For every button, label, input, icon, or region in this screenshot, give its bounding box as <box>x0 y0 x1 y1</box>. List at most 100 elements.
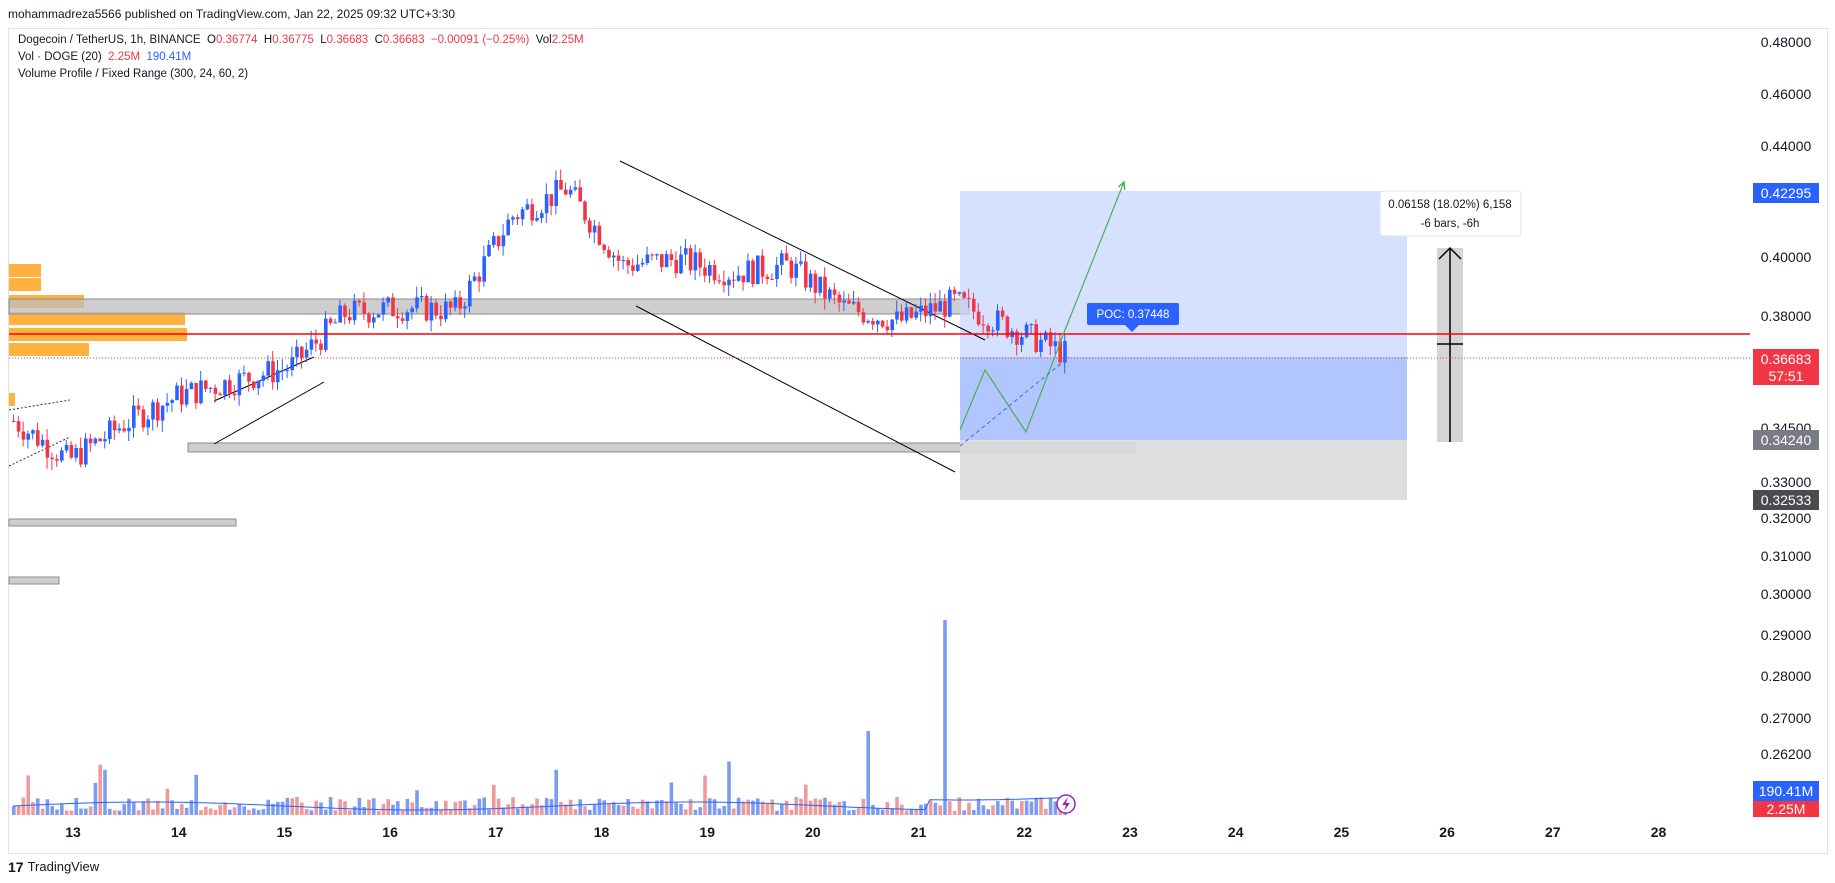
volume-bar <box>444 800 448 815</box>
volume-bar <box>645 801 650 815</box>
candle-body <box>242 372 246 374</box>
lightning-icon[interactable] <box>1056 794 1076 814</box>
volume-bar <box>616 805 621 815</box>
poc-badge[interactable]: POC: 0.37448 <box>1087 303 1179 332</box>
volume-bar <box>429 807 434 815</box>
candle-body <box>746 260 750 283</box>
y-tick-label: 0.44000 <box>1761 138 1812 154</box>
volume-bar <box>400 810 405 815</box>
volume-bar <box>1020 801 1024 815</box>
candle-body <box>722 281 726 286</box>
candle-body <box>300 346 304 358</box>
volume-bar <box>688 799 693 815</box>
volume-bar <box>199 810 203 815</box>
volume-bar <box>213 809 218 815</box>
candle-body <box>727 279 731 286</box>
volume-bar <box>40 808 45 815</box>
price-label-target-text: 0.42295 <box>1761 185 1812 201</box>
legend-vol-ind-value2: 190.41M <box>146 51 192 63</box>
volume-bar <box>506 804 510 815</box>
footer[interactable]: 17 TradingView <box>8 856 99 878</box>
volume-bar <box>127 798 131 815</box>
candle-body <box>170 400 174 403</box>
candle-body <box>799 261 803 264</box>
candle-body <box>688 248 693 271</box>
volume-bar <box>242 806 246 815</box>
volume-bar <box>746 799 750 815</box>
candle-body <box>669 254 674 261</box>
volume-bar <box>21 797 26 815</box>
candle-body <box>871 321 875 325</box>
chart-frame[interactable] <box>8 28 1828 854</box>
y-axis[interactable]: 0.480000.460000.440000.420000.400000.380… <box>1761 34 1812 762</box>
candle-body <box>1063 341 1067 363</box>
candle-body <box>45 439 50 458</box>
volume-bar <box>631 806 635 815</box>
volume-bar <box>1005 797 1010 815</box>
candle-body <box>372 317 376 323</box>
candle-body <box>434 302 438 316</box>
volume-bar <box>1015 808 1019 815</box>
volume-bar <box>458 801 462 815</box>
candle-body <box>314 339 318 344</box>
volume-bar <box>74 797 78 815</box>
legend-c-value: 0.36683 <box>382 34 425 46</box>
candle-body <box>751 260 755 285</box>
volume-bar <box>621 805 626 815</box>
candle-body <box>453 297 458 308</box>
volume-bar <box>333 810 338 815</box>
candle-body <box>1044 332 1048 340</box>
legend-l-value: 0.36683 <box>326 34 369 46</box>
candle-body <box>424 295 429 321</box>
candle-body <box>736 275 741 281</box>
candle-body <box>592 225 597 233</box>
candle-body <box>621 260 626 262</box>
x-axis[interactable]: 13 14 15 16 17 18 19 20 21 22 23 24 25 26 27 28 <box>65 824 1666 840</box>
volume-bar <box>583 806 587 815</box>
candle-body <box>655 254 659 256</box>
x-tick-label: 20 <box>805 824 821 840</box>
candle-body <box>348 317 352 321</box>
x-tick-label: 21 <box>911 824 927 840</box>
candle-body <box>895 311 899 320</box>
price-label-last-box <box>1753 349 1819 385</box>
candle-body <box>362 302 366 314</box>
price-label-entry-text: 0.34240 <box>1761 432 1812 448</box>
candle-body <box>607 249 611 258</box>
volume-bar <box>703 775 707 815</box>
volume-bar <box>520 804 525 815</box>
volume-bar <box>770 799 774 815</box>
candle-body <box>861 312 866 323</box>
y-tick-label: 0.46000 <box>1761 86 1812 102</box>
volume-bar <box>564 804 568 815</box>
volume-bar <box>487 809 491 815</box>
volume-bar <box>880 809 885 815</box>
volume-bar <box>818 799 822 815</box>
candle-body <box>544 194 549 214</box>
candle-body <box>904 307 909 321</box>
volume-bar <box>156 800 160 815</box>
volume-bar <box>463 800 467 815</box>
volume-bar <box>828 801 832 815</box>
x-tick-label: 25 <box>1334 824 1350 840</box>
legend-o-label: O <box>207 34 216 46</box>
old-trend-dotted-2 <box>8 399 71 411</box>
x-tick-label: 22 <box>1017 824 1033 840</box>
candle-body <box>866 321 870 323</box>
volume-bar <box>1029 801 1034 815</box>
volume-bar <box>592 804 597 815</box>
volume-bar <box>50 806 54 815</box>
candle-body <box>333 322 338 324</box>
candle-body <box>93 438 98 444</box>
volume-bar <box>122 804 126 815</box>
volume-bar <box>468 808 472 815</box>
volume-bar <box>84 808 88 815</box>
y-tick-label: 0.48000 <box>1761 34 1812 50</box>
volume-bar <box>1034 797 1038 815</box>
candle-body <box>285 370 290 372</box>
candle-body <box>112 420 117 431</box>
candle-body <box>64 444 69 451</box>
candle-body <box>760 255 765 277</box>
candle-body <box>439 315 443 320</box>
